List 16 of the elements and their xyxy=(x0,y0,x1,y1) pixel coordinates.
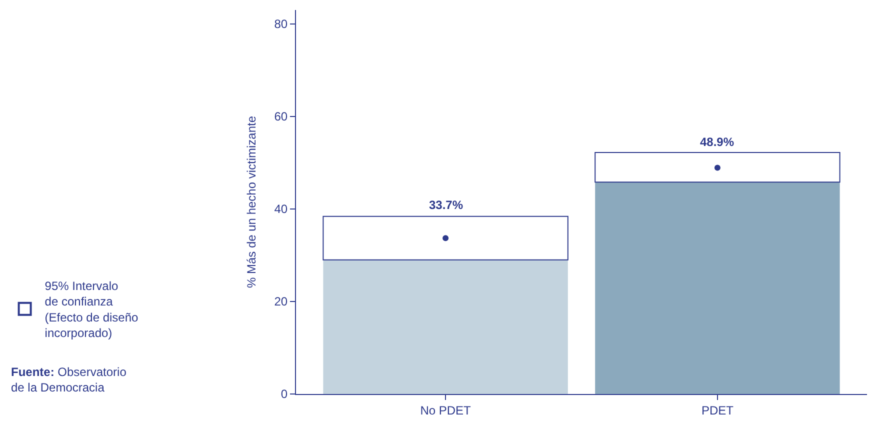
source-note: Fuente: Observatorio de la Democracia xyxy=(11,365,127,395)
y-tick-label: 60 xyxy=(274,110,288,124)
legend-label: 95% Intervalo de confianza (Efecto de diseño incorporado) xyxy=(44,279,139,340)
bar xyxy=(323,260,568,394)
data-label: 48.9% xyxy=(700,135,734,149)
x-tick-label: No PDET xyxy=(420,403,472,418)
bar xyxy=(322,216,568,260)
bar xyxy=(595,182,840,394)
data-label: 33.7% xyxy=(429,198,464,212)
y-axis-title: % Más de un hecho victimizante xyxy=(244,116,259,288)
x-tick-label: PDET xyxy=(701,403,734,418)
bar xyxy=(594,152,840,183)
y-tick-label: 80 xyxy=(274,17,288,32)
y-tick-label: 0 xyxy=(280,387,288,402)
y-tick-label: 40 xyxy=(274,202,288,216)
y-tick-label: 20 xyxy=(274,294,288,309)
